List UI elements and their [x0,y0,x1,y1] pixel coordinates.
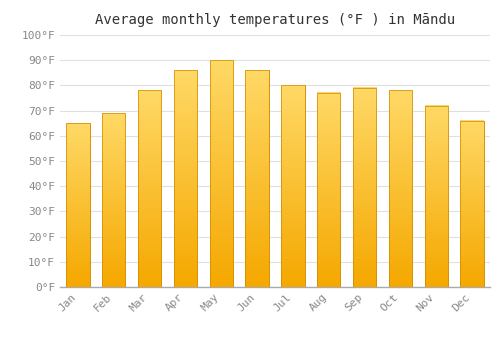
Bar [174,70,197,287]
Bar [460,121,483,287]
Bar [424,106,448,287]
Bar [460,121,483,287]
Bar [424,106,448,287]
Bar [317,93,340,287]
Bar [102,113,126,287]
Bar [174,70,197,287]
Bar [353,88,376,287]
Bar [138,90,161,287]
Bar [210,60,233,287]
Bar [138,90,161,287]
Bar [389,90,412,287]
Bar [389,90,412,287]
Bar [102,113,126,287]
Bar [282,85,304,287]
Bar [210,60,233,287]
Bar [282,85,304,287]
Bar [353,88,376,287]
Bar [66,123,90,287]
Title: Average monthly temperatures (°F ) in Māndu: Average monthly temperatures (°F ) in Mā… [95,13,455,27]
Bar [246,70,268,287]
Bar [317,93,340,287]
Bar [66,123,90,287]
Bar [246,70,268,287]
